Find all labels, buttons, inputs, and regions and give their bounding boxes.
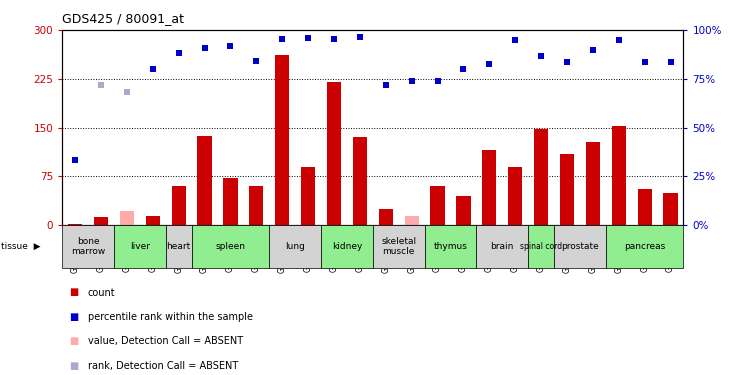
Text: ■: ■ [69, 361, 79, 370]
Text: count: count [88, 288, 115, 297]
Text: spinal cord: spinal cord [520, 242, 562, 251]
Text: skeletal
muscle: skeletal muscle [381, 237, 416, 256]
Text: thymus: thymus [433, 242, 467, 251]
Bar [528, 225, 554, 268]
Bar [269, 225, 321, 268]
Text: prostate: prostate [561, 242, 599, 251]
Bar [120, 211, 134, 225]
Bar [477, 225, 528, 268]
Bar [586, 142, 600, 225]
Bar [612, 126, 626, 225]
Text: kidney: kidney [332, 242, 362, 251]
Bar [249, 186, 263, 225]
Text: GDS425 / 80091_at: GDS425 / 80091_at [62, 12, 184, 25]
Bar [508, 166, 523, 225]
Bar [114, 225, 166, 268]
Bar [482, 150, 496, 225]
Bar [197, 136, 212, 225]
Text: heart: heart [167, 242, 191, 251]
Bar [301, 166, 315, 225]
Bar [425, 225, 477, 268]
Bar [456, 196, 471, 225]
Bar [223, 178, 238, 225]
Text: rank, Detection Call = ABSENT: rank, Detection Call = ABSENT [88, 361, 238, 370]
Bar [554, 225, 606, 268]
Text: spleen: spleen [216, 242, 246, 251]
Bar [172, 186, 186, 225]
Text: brain: brain [491, 242, 514, 251]
Bar [353, 137, 367, 225]
Bar [94, 217, 108, 225]
Bar [192, 225, 269, 268]
Text: tissue  ▶: tissue ▶ [1, 242, 40, 251]
Bar [431, 186, 444, 225]
Bar [145, 216, 160, 225]
Bar [404, 216, 419, 225]
Bar [275, 55, 289, 225]
Bar [62, 225, 114, 268]
Bar [321, 225, 373, 268]
Text: ■: ■ [69, 288, 79, 297]
Bar [68, 224, 82, 225]
Text: liver: liver [130, 242, 150, 251]
Bar [664, 192, 678, 225]
Text: pancreas: pancreas [624, 242, 665, 251]
Bar [637, 189, 652, 225]
Bar [166, 225, 192, 268]
Text: bone
marrow: bone marrow [71, 237, 105, 256]
Bar [606, 225, 683, 268]
Text: ■: ■ [69, 312, 79, 322]
Text: lung: lung [285, 242, 305, 251]
Text: percentile rank within the sample: percentile rank within the sample [88, 312, 253, 322]
Bar [560, 153, 574, 225]
Bar [379, 209, 393, 225]
Bar [534, 129, 548, 225]
Text: value, Detection Call = ABSENT: value, Detection Call = ABSENT [88, 336, 243, 346]
Bar [373, 225, 425, 268]
Text: ■: ■ [69, 336, 79, 346]
Bar [327, 82, 341, 225]
